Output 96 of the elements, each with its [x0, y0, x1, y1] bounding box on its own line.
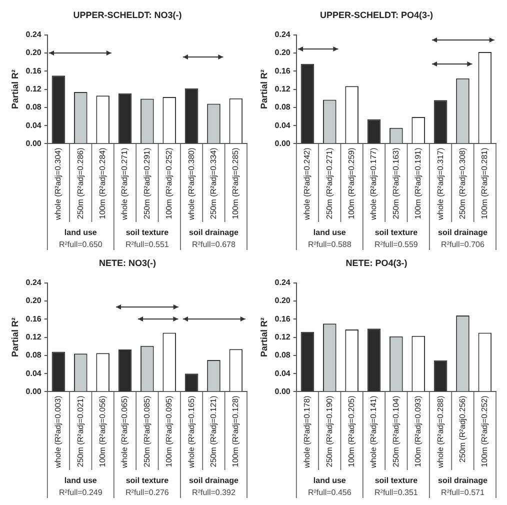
y-tick-label: 0.24 [26, 278, 42, 288]
y-tick-label: 0.16 [26, 314, 42, 324]
y-tick-label: 0.12 [26, 332, 42, 342]
x-tick-label: whole (R²adj=0.141) [369, 395, 378, 470]
x-tick-label: 100m (R²adj=0.284) [98, 147, 108, 220]
x-tick-label: 100m (R²adj=0.252) [480, 395, 490, 468]
y-tick-label: 0.08 [274, 350, 291, 360]
x-tick-label: 100m (R²adj=0.252) [164, 147, 174, 220]
x-tick-label: whole (R²adj=0.065) [120, 395, 130, 470]
x-tick-label: 100m (R²adj=0.205) [347, 395, 356, 468]
y-axis-title: Partial R² [258, 70, 269, 110]
y-tick-label: 0.08 [26, 102, 42, 112]
text: soil drainage [189, 476, 239, 486]
y-tick-label: 0.08 [26, 350, 42, 360]
x-tick-label: 100m (R²adj=0.281) [480, 147, 490, 220]
chart-title: UPPER-SCHELDT: PO4(3-) [320, 10, 434, 20]
y-tick-label: 0.00 [274, 386, 291, 396]
text: soil texture [126, 228, 170, 238]
y-tick-label: 0.24 [26, 30, 42, 40]
x-tick-label: 250m (R²adj=0.190) [324, 395, 334, 468]
x-tick-label: whole (R²adj=0.178) [302, 395, 312, 470]
text: land use [313, 228, 346, 238]
y-tick-label: 0.04 [274, 368, 291, 378]
y-tick-label: 0.08 [274, 102, 291, 112]
chart-title: NETE: NO3(-) [99, 258, 156, 268]
y-tick-label: 0.12 [274, 332, 291, 342]
text: R²full=0.351 [374, 488, 418, 498]
text: land use [64, 228, 98, 238]
chart-title: NETE: PO4(3-) [346, 258, 408, 268]
text: R²full=0.571 [441, 488, 485, 498]
text: R²full=0.392 [192, 488, 236, 498]
y-tick-label: 0.16 [26, 66, 42, 76]
x-tick-label: 100m (R²adj=0.191) [414, 147, 423, 220]
y-tick-label: 0.16 [274, 314, 291, 324]
x-tick-label: 250m (R²adj0.256) [458, 395, 467, 462]
text: soil texture [374, 476, 418, 486]
y-tick-label: 0.12 [26, 84, 42, 94]
y-tick-label: 0.20 [26, 48, 42, 58]
x-tick-label: 250m (R²adj=0.291) [142, 147, 152, 220]
x-tick-label: 250m (R²adj=0.021) [76, 395, 85, 468]
x-tick-label: whole (R²adj=0.165) [186, 395, 196, 470]
text: land use [64, 476, 98, 486]
y-tick-label: 0.24 [274, 30, 291, 40]
y-axis-title: Partial R² [258, 318, 269, 358]
x-tick-label: 250m (R²adj=0.334) [208, 147, 218, 220]
text: R²full=0.559 [374, 240, 418, 250]
text: R²full=0.650 [58, 240, 103, 250]
text: R²full=0.551 [126, 240, 170, 250]
x-tick-label: 250m (R²adj=0.308) [458, 147, 467, 220]
x-tick-label: 250m (R²adj=0.286) [76, 147, 85, 220]
y-axis-title: Partial R² [10, 70, 20, 110]
x-tick-label: 250m (R²adj=0.163) [391, 147, 400, 220]
text: soil texture [126, 476, 170, 486]
text: R²full=0.249 [58, 488, 103, 498]
x-tick-label: 100m (R²adj=0.128) [231, 395, 240, 468]
text: soil drainage [438, 228, 488, 238]
text: R²full=0.588 [308, 240, 352, 250]
y-axis-title: Partial R² [10, 318, 20, 358]
x-tick-label: whole (R²adj=0.288) [436, 395, 445, 470]
x-tick-label: 100m (R²adj=0.259) [347, 147, 356, 220]
x-tick-label: 250m (R²adj=0.104) [391, 395, 400, 468]
y-tick-label: 0.04 [26, 120, 42, 130]
x-tick-label: 100m (R²adj=0.285) [231, 147, 240, 220]
text: soil texture [374, 228, 418, 238]
x-tick-label: 250m (R²adj=0.271) [324, 147, 334, 220]
y-tick-label: 0.00 [274, 138, 291, 148]
y-tick-label: 0.20 [274, 48, 291, 58]
y-tick-label: 0.24 [274, 278, 291, 288]
text: land use [313, 476, 346, 486]
y-tick-label: 0.20 [274, 296, 291, 306]
x-tick-label: 250m (R²adj=0.121) [208, 395, 218, 468]
text: soil drainage [438, 476, 488, 486]
y-tick-label: 0.12 [274, 84, 291, 94]
text: R²full=0.678 [192, 240, 236, 250]
text: R²full=0.276 [126, 488, 170, 498]
y-tick-label: 0.00 [26, 138, 42, 148]
x-tick-label: 100m (R²adj=0.056) [98, 395, 108, 468]
chart-title: UPPER-SCHELDT: NO3(-) [73, 10, 182, 20]
y-tick-label: 0.04 [274, 120, 291, 130]
x-tick-label: 100m (R²adj=0.095) [164, 395, 174, 468]
text: R²full=0.706 [441, 240, 485, 250]
y-tick-label: 0.20 [26, 296, 42, 306]
x-tick-label: whole (R²adj=0.242) [302, 147, 312, 222]
x-tick-label: 100m (R²adj=0.093) [414, 395, 423, 468]
x-tick-label: whole (R²adj=0.304) [54, 147, 63, 222]
text: R²full=0.456 [308, 488, 352, 498]
y-tick-label: 0.16 [274, 66, 291, 76]
text: soil drainage [189, 228, 239, 238]
y-tick-label: 0.04 [26, 368, 42, 378]
x-tick-label: whole (R²adj=0.177) [369, 147, 378, 222]
x-tick-label: whole (R²adj=0.317) [436, 147, 445, 222]
x-tick-label: whole (R²adj=0.271) [120, 147, 130, 222]
x-tick-label: whole (R²adj=0.380) [186, 147, 196, 222]
x-tick-label: 250m (R²adj=0.085) [142, 395, 152, 468]
y-tick-label: 0.00 [26, 386, 42, 396]
x-tick-label: whole (R²adj=0.003) [54, 395, 63, 470]
